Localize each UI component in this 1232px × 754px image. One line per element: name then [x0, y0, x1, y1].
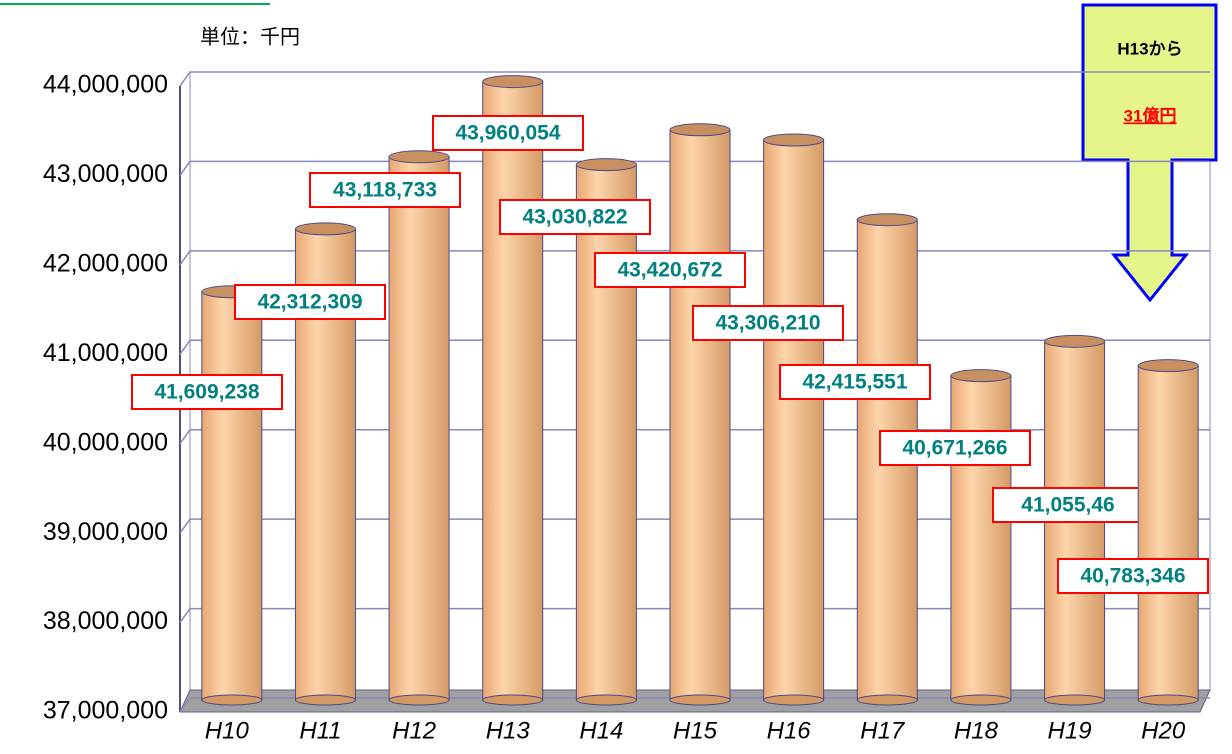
data-label: 40,783,346 — [1080, 565, 1185, 588]
bar-top — [950, 369, 1012, 383]
data-label: 41,055,46 — [1021, 494, 1114, 517]
bar-bottom — [856, 694, 918, 706]
bar-bottom — [482, 694, 544, 706]
x-tick-label: H19 — [1048, 717, 1092, 744]
x-tick-label: H20 — [1141, 717, 1186, 744]
bar-top — [388, 150, 450, 164]
x-tick-label: H13 — [486, 717, 531, 744]
data-label: 43,960,054 — [455, 122, 560, 145]
bar-bottom — [669, 694, 731, 706]
bar — [763, 139, 825, 701]
bar-top — [575, 158, 637, 172]
bar-bottom — [294, 694, 356, 706]
x-tick-label: H14 — [579, 717, 623, 744]
label-box — [432, 115, 584, 151]
label-box — [692, 305, 844, 341]
bar-top — [1044, 334, 1106, 348]
bar — [950, 375, 1012, 701]
label-box — [309, 172, 461, 208]
x-tick-label: H18 — [954, 717, 999, 744]
label-box — [234, 284, 386, 320]
bar-bottom — [388, 694, 450, 706]
x-tick-label: H12 — [392, 717, 436, 744]
bar — [669, 129, 731, 701]
callout-arrow — [1081, 3, 1218, 303]
data-label: 41,609,238 — [154, 381, 259, 404]
label-box — [879, 430, 1031, 466]
bar-bottom — [763, 694, 825, 706]
grid-line — [179, 160, 1210, 176]
bar — [388, 156, 450, 701]
bar — [482, 81, 544, 701]
bar-bottom — [201, 694, 263, 706]
y-tick-label: 42,000,000 — [43, 249, 168, 277]
data-label: 43,306,210 — [715, 312, 820, 335]
y-tick-label: 37,000,000 — [43, 697, 168, 725]
data-label: 42,312,309 — [257, 291, 362, 314]
bar — [201, 291, 263, 701]
bar-top — [482, 75, 544, 89]
x-tick-label: H10 — [205, 717, 250, 744]
data-label: 40,671,266 — [902, 437, 1007, 460]
data-label: 42,415,551 — [802, 371, 907, 394]
bar-top — [763, 133, 825, 147]
data-label: 43,118,733 — [333, 179, 437, 202]
bar-top — [669, 123, 731, 137]
bar-bottom — [1137, 694, 1199, 706]
data-label: 43,030,822 — [522, 206, 627, 229]
x-tick-label: H11 — [299, 717, 341, 744]
bar-top — [294, 222, 356, 236]
label-box — [779, 364, 931, 400]
x-tick-label: H15 — [673, 717, 718, 744]
label-box — [1057, 558, 1209, 594]
bar-top — [1137, 359, 1199, 373]
y-tick-label: 38,000,000 — [43, 607, 168, 635]
bar — [1137, 365, 1199, 701]
x-tick-label: H17 — [860, 717, 906, 744]
label-box — [594, 252, 746, 288]
callout-text: H13から — [1117, 39, 1182, 58]
bar-bottom — [1044, 694, 1106, 706]
bar-bottom — [575, 694, 637, 706]
data-label: 43,420,672 — [617, 259, 722, 282]
callout-amount: 31億円 — [1124, 105, 1177, 125]
bar-bottom — [950, 694, 1012, 706]
bar-top — [856, 213, 918, 227]
x-tick-label: H16 — [767, 717, 812, 744]
label-box — [992, 487, 1144, 523]
y-tick-label: 39,000,000 — [43, 518, 168, 546]
grid-line — [179, 71, 1210, 87]
y-tick-label: 40,000,000 — [43, 428, 168, 456]
bar — [575, 164, 637, 701]
unit-note: 単位：千円 — [200, 25, 300, 49]
label-box — [131, 374, 283, 410]
y-tick-label: 41,000,000 — [43, 339, 168, 367]
y-tick-label: 44,000,000 — [43, 71, 168, 99]
y-tick-label: 43,000,000 — [43, 160, 168, 188]
label-box — [499, 199, 651, 235]
